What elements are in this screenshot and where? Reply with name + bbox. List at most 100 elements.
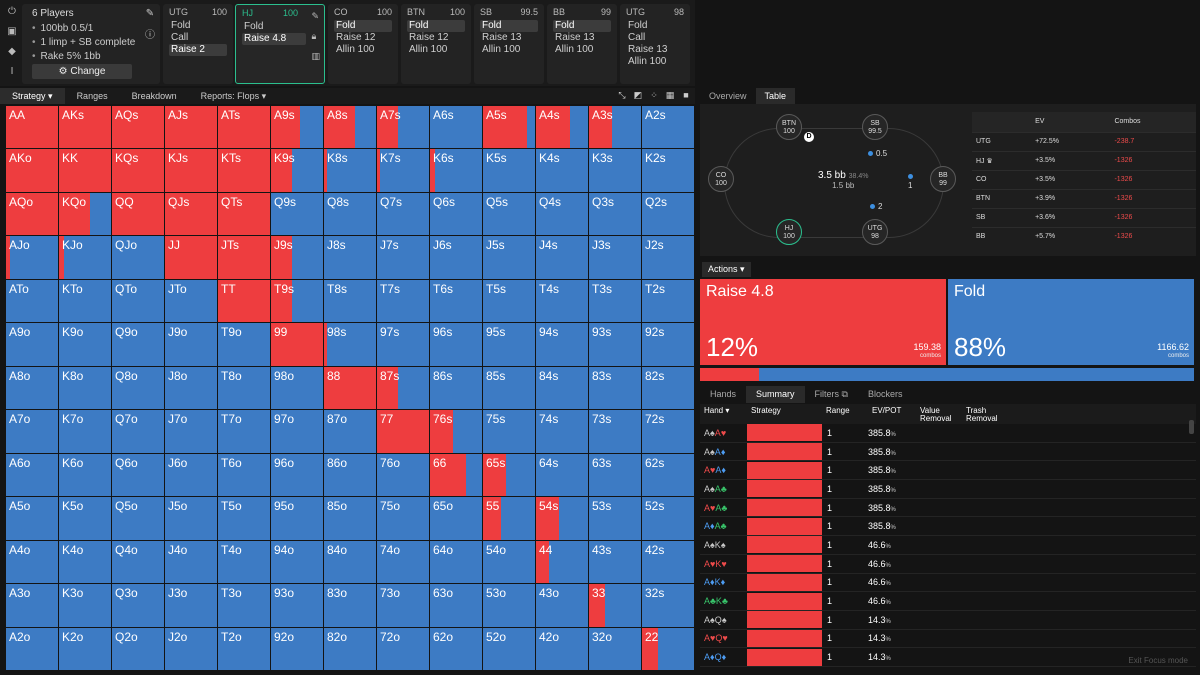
hand-cell[interactable]: 83o (324, 584, 376, 627)
hand-cell[interactable]: 92o (271, 627, 323, 670)
hand-cell[interactable]: K2s (642, 149, 694, 192)
hand-cell[interactable]: Q7s (377, 192, 429, 236)
hand-cell[interactable]: 65o (430, 497, 482, 540)
hand-cell[interactable]: 63o (430, 584, 482, 627)
hand-row[interactable]: A♣K♣ 1 46.6% (700, 592, 1196, 611)
hand-cell[interactable]: J7s (377, 236, 429, 279)
hand-cell[interactable]: 73o (377, 584, 429, 627)
hand-cell[interactable]: T8s (324, 279, 376, 323)
hand-cell[interactable]: 54s (536, 497, 588, 540)
seat-btn[interactable]: BTN 100 (776, 114, 802, 140)
gamepad-icon[interactable]: ◆ (8, 46, 16, 57)
edit-icon[interactable]: ✎ (311, 11, 320, 21)
hand-cell[interactable]: A3o (6, 584, 58, 627)
hand-cell[interactable]: QQ (112, 192, 164, 236)
hand-cell[interactable]: KTs (218, 149, 270, 192)
position-action[interactable]: Fold (171, 20, 191, 31)
hand-row[interactable]: A♠Q♠ 1 14.3% (700, 611, 1196, 630)
hand-cell[interactable]: J2s (642, 236, 694, 279)
hand-cell[interactable]: J9s (271, 236, 323, 279)
hand-cell[interactable]: 53s (589, 497, 641, 540)
hand-cell[interactable]: Q8s (324, 192, 376, 236)
hand-cell[interactable]: QTs (218, 192, 270, 236)
hand-cell[interactable]: J4s (536, 236, 588, 279)
hand-cell[interactable]: Q9s (271, 192, 323, 236)
hand-cell[interactable]: 85o (324, 497, 376, 540)
hand-cell[interactable]: K5o (59, 497, 111, 540)
hand-cell[interactable]: J5o (165, 497, 217, 540)
hand-cell[interactable]: 95o (271, 497, 323, 540)
hand-cell[interactable]: 72o (377, 627, 429, 670)
hand-cell[interactable]: T5s (483, 279, 535, 323)
hand-row[interactable]: A♦K♦ 1 46.6% (700, 573, 1196, 593)
position-action[interactable]: Fold (334, 20, 392, 32)
hand-cell[interactable]: 73s (589, 410, 641, 453)
position-action[interactable]: Fold (553, 20, 611, 32)
hand-row[interactable]: A♠A♥ 1 385.8% (700, 424, 1196, 443)
hand-cell[interactable]: 32o (589, 627, 641, 670)
col-trash-removal[interactable]: Trash Removal (966, 406, 998, 423)
book-icon[interactable]: ▥ (311, 51, 320, 61)
hand-cell[interactable]: 53o (483, 584, 535, 627)
hand-cell[interactable]: K3s (589, 149, 641, 192)
hand-cell[interactable]: Q9o (112, 323, 164, 366)
hand-cell[interactable]: JJ (165, 236, 217, 279)
hand-cell[interactable]: 93s (589, 323, 641, 366)
hand-cell[interactable]: 62s (642, 453, 694, 497)
position-action[interactable]: Allin 100 (482, 44, 521, 55)
hand-row[interactable]: A♦Q♦ 1 14.3% (700, 648, 1196, 667)
hand-cell[interactable]: 74o (377, 540, 429, 584)
hand-cell[interactable]: K9s (271, 149, 323, 192)
hand-row[interactable]: A♦A♣ 1 385.8% (700, 517, 1196, 537)
hand-cell[interactable]: 97s (377, 323, 429, 366)
hand-cell[interactable]: Q3s (589, 192, 641, 236)
position-action[interactable]: Raise 12 (409, 32, 449, 43)
hand-cell[interactable]: K7s (377, 149, 429, 192)
hand-cell[interactable]: A6s (430, 106, 482, 149)
hand-cell[interactable]: A2o (6, 627, 58, 670)
change-button[interactable]: ⚙ Change (32, 64, 132, 79)
position-action[interactable]: Raise 12 (336, 32, 376, 43)
hand-cell[interactable]: T2s (642, 279, 694, 323)
hand-cell[interactable]: AJs (165, 106, 217, 149)
info-icon[interactable]: ⓘ (145, 30, 155, 41)
hand-cell[interactable]: Q6s (430, 192, 482, 236)
hand-cell[interactable]: 63s (589, 453, 641, 497)
position-action[interactable]: Call (171, 32, 189, 43)
hand-cell[interactable]: K8s (324, 149, 376, 192)
hand-cell[interactable]: 84s (536, 366, 588, 410)
hand-cell[interactable]: 92s (642, 323, 694, 366)
hand-row[interactable]: A♠A♣ 1 385.8% (700, 480, 1196, 499)
hand-cell[interactable]: A3s (589, 106, 641, 149)
hand-cell[interactable]: JTo (165, 279, 217, 323)
hand-row[interactable]: A♥A♣ 1 385.8% (700, 499, 1196, 518)
hand-cell[interactable]: 84o (324, 540, 376, 584)
hand-cell[interactable]: A4s (536, 106, 588, 149)
hand-cell[interactable]: A4o (6, 540, 58, 584)
hand-row[interactable]: A♥Q♥ 1 14.3% (700, 629, 1196, 649)
tab-overview[interactable]: Overview (709, 91, 747, 101)
hand-cell[interactable]: K8o (59, 366, 111, 410)
hand-cell[interactable]: 52o (483, 627, 535, 670)
hand-cell[interactable]: 64s (536, 453, 588, 497)
hand-cell[interactable]: K3o (59, 584, 111, 627)
hand-cell[interactable]: T9o (218, 323, 270, 366)
save-icon[interactable]: ▣ (7, 26, 17, 37)
hand-cell[interactable]: 82s (642, 366, 694, 410)
hand-cell[interactable]: 43s (589, 540, 641, 584)
hand-cell[interactable]: 74s (536, 410, 588, 453)
hand-cell[interactable]: 88 (324, 366, 376, 410)
hand-cell[interactable]: 99 (271, 323, 323, 366)
hand-cell[interactable]: A9o (6, 323, 58, 366)
hand-cell[interactable]: 87o (324, 410, 376, 453)
hand-cell[interactable]: J3s (589, 236, 641, 279)
seat-sb[interactable]: SB 99.5 (862, 114, 888, 140)
hand-cell[interactable]: 98s (324, 323, 376, 366)
hand-cell[interactable]: 42s (642, 540, 694, 584)
contrast-icon[interactable]: ◩ (633, 90, 643, 100)
hand-cell[interactable]: AQs (112, 106, 164, 149)
hand-cell[interactable]: J2o (165, 627, 217, 670)
seat-hj[interactable]: HJ 100 (776, 219, 802, 245)
hand-cell[interactable]: 22 (642, 627, 694, 670)
position-card-utg[interactable]: UTG 98 Fold Call Raise 13 Allin 100 (620, 4, 690, 84)
